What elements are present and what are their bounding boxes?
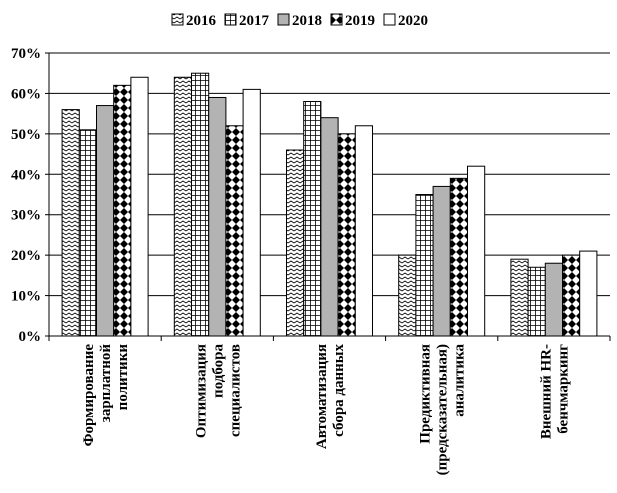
bar-2016-1 [61,109,80,337]
y-tick-label: 10% [11,289,41,305]
legend-swatch-2017 [224,13,237,26]
legend-label-2018: 2018 [292,13,322,29]
bar-2019-2 [225,125,244,337]
bar-2020-5 [579,250,598,337]
legend-swatch-2018 [277,13,290,26]
bar-2018-5 [544,262,563,337]
x-category-label-line: зарплатной [98,344,114,423]
x-category-label-line: (предсказательная) [435,344,451,475]
bar-2017-2 [191,72,210,337]
bar-2018-3 [320,117,339,337]
bar-2019-5 [562,254,581,337]
y-tick-label: 60% [11,86,41,102]
bar-2019-3 [337,133,356,337]
legend-swatch-2016 [171,13,184,26]
bar-2020-3 [354,125,373,337]
x-category-label-line: политики [115,344,131,411]
bar-2018-2 [208,96,227,337]
bar-2017-3 [303,101,322,337]
x-category-label: Предиктивная (предсказательная) аналитика [418,344,468,476]
x-category-label-line: Автоматизация [314,344,330,449]
x-category-label-line: специалистов [227,344,243,437]
x-category-label: Автоматизация сбора данных [314,344,347,450]
bar-2020-4 [467,165,486,337]
bar-2016-5 [510,258,529,337]
legend-label-2017: 2017 [239,13,270,29]
x-category-label-line: аналитика [452,344,468,417]
bar-2020-2 [242,88,261,337]
x-category-label-line: Формирование [81,344,97,447]
legend-label-2020: 2020 [398,13,428,29]
x-category-label: Внешний HR-бенчмаркинг [538,344,571,439]
bar-2017-4 [415,194,434,337]
legend-swatch-2019 [330,13,343,26]
x-category-label-line: сбора данных [331,344,347,437]
bar-2016-4 [398,254,417,337]
x-category-label-line: Предиктивная [418,344,434,444]
x-category-label-line: Внешний HR- [538,344,554,439]
y-tick-label: 30% [11,208,41,224]
x-category-label: Формирование зарплатной политики [81,344,131,447]
bar-2018-1 [96,105,115,337]
legend-label-2016: 2016 [186,13,217,29]
bar-2018-4 [432,185,451,337]
legend-swatch-2020 [383,13,396,26]
x-axis: Формирование зарплатной политики Оптимизаци… [48,335,611,476]
bars [61,72,598,337]
bar-2016-2 [173,76,193,337]
y-tick-label: 0% [19,329,42,345]
x-category-label-line: подбора [210,344,226,398]
bar-2017-1 [78,129,98,337]
x-category-label-line: бенчмаркинг [555,344,571,434]
legend-label-2019: 2019 [345,13,375,29]
x-category-label: Оптимизация подбора специалистов [193,344,243,439]
y-tick-label: 50% [11,127,41,143]
bar-2019-4 [449,177,468,337]
bar-2017-5 [527,266,546,337]
bar-2020-1 [130,76,149,337]
y-axis: 0% 10% 20% 30% 40% 50% 60% 70% [11,46,50,345]
y-tick-label: 40% [11,167,41,183]
y-tick-label: 70% [11,46,41,62]
bar-2016-3 [286,149,305,337]
x-category-label-line: Оптимизация [193,344,209,438]
legend: 2016 2017 2018 2019 2020 [171,13,428,29]
y-tick-label: 20% [11,248,41,264]
bar-2019-1 [113,84,132,337]
